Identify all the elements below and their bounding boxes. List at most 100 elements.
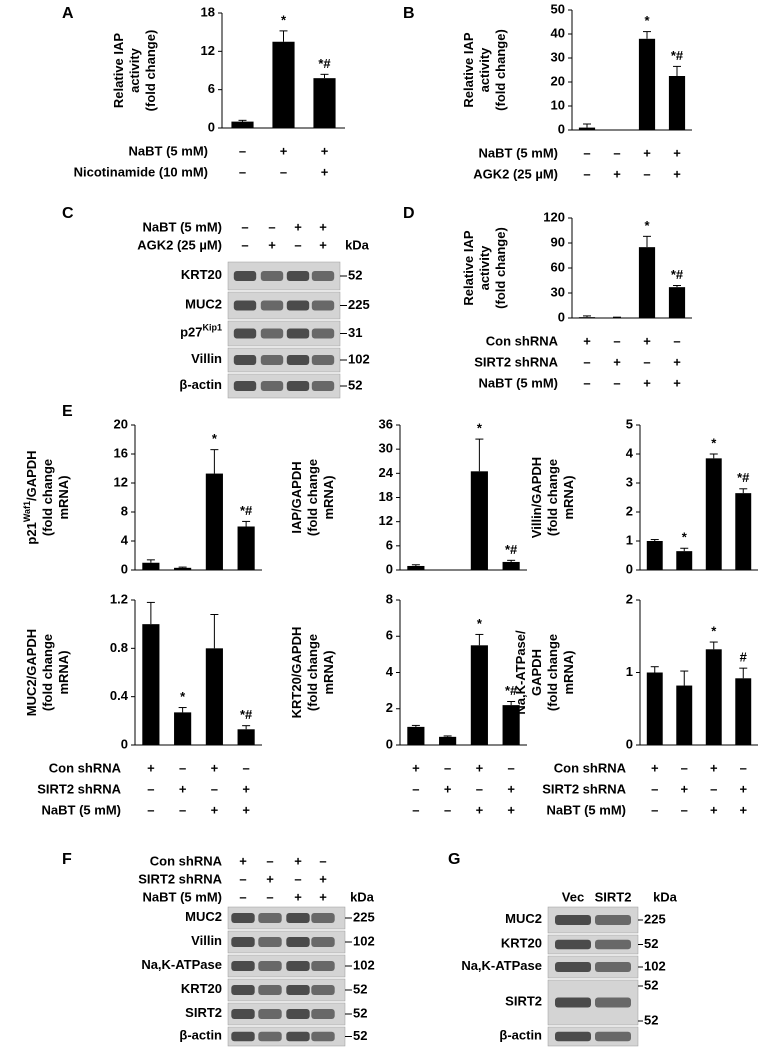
condition-sign: – [710, 781, 717, 796]
y-axis-label: mRNA) [321, 475, 336, 519]
error-bar [242, 520, 251, 527]
blot-band [286, 328, 310, 339]
error-bar [443, 735, 452, 737]
condition-label: SIRT2 shRNA [37, 781, 121, 796]
panel-letter: D [403, 205, 415, 222]
significance-label: *# [318, 56, 331, 71]
y-axis-label-part: mRNA) [56, 650, 71, 694]
y-tick-label: 0 [386, 561, 393, 576]
condition-sign: + [319, 889, 327, 904]
condition-sign: – [613, 375, 620, 390]
bar [676, 551, 693, 570]
condition-sign: – [179, 802, 186, 817]
condition-sign: – [268, 219, 275, 234]
blot-band [258, 913, 282, 923]
row-label-part: β-actin [179, 377, 222, 392]
condition-sign: – [583, 145, 590, 160]
bar [470, 645, 488, 745]
blot-band [260, 355, 284, 365]
y-axis-label-part: (fold change [545, 634, 560, 711]
bar [735, 493, 752, 570]
y-axis-label-part: (fold change [305, 459, 320, 536]
y-axis-label-part: p21 [24, 522, 39, 544]
bar [439, 736, 457, 745]
row-label: β-actin [499, 1028, 542, 1043]
y-tick-label: 12 [201, 43, 215, 58]
error-bar [210, 614, 219, 649]
lane-label: SIRT2 [595, 889, 632, 904]
condition-label: AGK2 (25 µM) [473, 166, 558, 181]
y-axis-label-part: Relative IAP [461, 230, 476, 305]
blot-band [311, 271, 335, 281]
condition-sign: – [651, 781, 658, 796]
y-axis-label: (fold change [545, 459, 560, 536]
row-label-part: MUC2 [505, 911, 542, 926]
condition-sign: – [740, 760, 747, 775]
condition-sign: – [294, 237, 301, 252]
y-axis-label: mRNA) [56, 650, 71, 694]
condition-sign: + [680, 781, 688, 796]
y-axis-label: Relative IAP [111, 33, 126, 108]
y-axis-label: activity [477, 245, 492, 291]
condition-label: NaBT (5 mM) [479, 145, 558, 160]
error-bar [146, 559, 155, 563]
error-bar [210, 449, 219, 474]
blot-band [286, 300, 310, 311]
condition-sign: + [321, 164, 329, 179]
y-tick-label: 36 [379, 416, 393, 431]
blot-band [286, 913, 310, 923]
significance-label: * [212, 431, 218, 446]
condition-sign: – [583, 375, 590, 390]
bar [174, 567, 192, 570]
condition-sign: + [321, 143, 329, 158]
blot-band [555, 1031, 591, 1042]
y-tick-label: 0 [558, 121, 565, 136]
y-axis-label: mRNA) [321, 650, 336, 694]
bar [705, 649, 722, 745]
condition-sign: – [241, 219, 248, 234]
blot-band [311, 1009, 335, 1019]
condition-sign: + [294, 219, 302, 234]
panel-letter: A [62, 5, 74, 22]
unit-label: kDa [653, 889, 678, 904]
condition-sign: + [294, 889, 302, 904]
bar [205, 473, 223, 570]
blot-band [311, 355, 335, 365]
bar [638, 38, 656, 130]
y-axis-label-part: mRNA) [321, 475, 336, 519]
blot-band [555, 939, 591, 950]
significance-label: *# [505, 542, 518, 557]
condition-label: NaBT (5 mM) [143, 889, 222, 904]
significance-label: *# [737, 470, 750, 485]
y-axis-label: activity [477, 47, 492, 93]
bar [142, 624, 160, 745]
condition-sign: – [476, 781, 483, 796]
row-label: Villin [191, 933, 222, 948]
significance-label: * [682, 530, 688, 545]
condition-sign: – [239, 164, 246, 179]
condition-sign: + [643, 375, 651, 390]
row-label: p27Kip1 [180, 323, 222, 340]
condition-sign: – [508, 760, 515, 775]
marker-label: 52 [644, 1012, 658, 1027]
y-axis-label-part: (fold change) [493, 227, 508, 309]
lane-label: Vec [562, 889, 584, 904]
blot-band [555, 997, 591, 1008]
blot-band [258, 937, 282, 947]
y-axis-label: (fold change [305, 459, 320, 536]
condition-label: NaBT (5 mM) [479, 375, 558, 390]
y-tick-label: 4 [121, 532, 129, 547]
blot-band [311, 300, 335, 311]
condition-sign: – [583, 166, 590, 181]
condition-sign: – [280, 164, 287, 179]
error-bar [411, 724, 420, 727]
condition-sign: – [681, 802, 688, 817]
y-axis-label-part: mRNA) [561, 475, 576, 519]
condition-sign: – [412, 802, 419, 817]
condition-sign: – [243, 760, 250, 775]
condition-label: Nicotinamide (10 mM) [74, 164, 208, 179]
y-axis-label: (fold change) [143, 30, 158, 112]
blot-band [286, 1031, 310, 1042]
blot-band [595, 997, 631, 1008]
row-label: Na,K-ATPase [141, 957, 222, 972]
